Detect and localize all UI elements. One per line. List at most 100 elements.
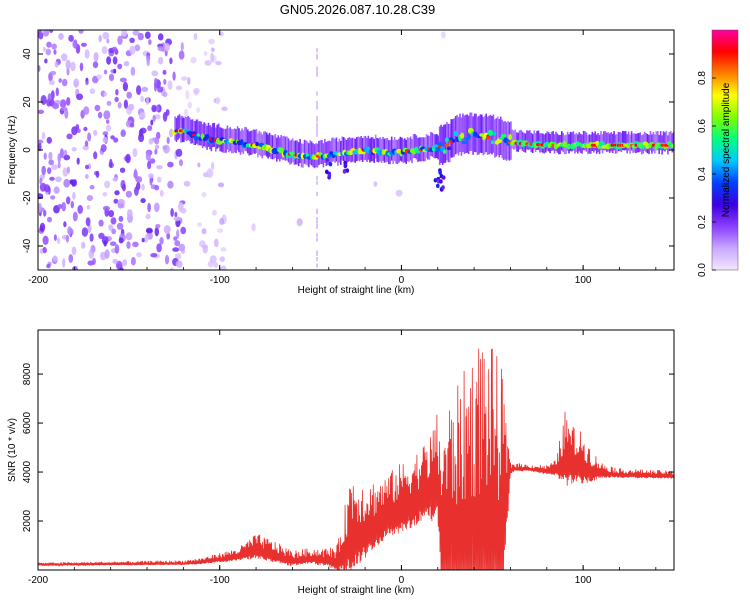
spectrogram-ridge-core <box>508 134 512 141</box>
spectrogram-noise-blob <box>74 81 78 87</box>
spectrogram-stripe-cell <box>316 105 318 110</box>
spectrogram-noise-blob <box>64 108 69 119</box>
spectrogram-ridge-halo <box>639 132 642 152</box>
spectrogram-noise-blob <box>86 205 91 210</box>
spectrogram-noise-blob <box>159 189 164 197</box>
spectrogram-noise-blob <box>118 215 124 222</box>
snr-frame <box>37 329 675 571</box>
spectrogram-noise-blob <box>144 31 151 39</box>
spectrogram-ridge-halo <box>217 123 220 148</box>
spectrogram-noise-blob <box>98 35 102 43</box>
spectrogram-noise-blob <box>106 38 110 44</box>
spectrogram-ridge-halo <box>526 130 528 150</box>
spectrogram-ridge-halo <box>430 132 432 156</box>
spectrogram-ridge-halo <box>600 131 602 151</box>
spectrogram-ridge-halo <box>335 137 338 162</box>
spectrogram-ridge-halo <box>465 114 467 154</box>
spectrogram-noise-blob <box>89 88 96 95</box>
spectrogram-noise-blob <box>116 222 124 230</box>
spectrogram-noise-blob <box>154 148 158 155</box>
spectrogram-noise-blob <box>76 157 80 165</box>
spectrogram-noise-blob <box>70 61 76 72</box>
spectrogram-ridge-halo <box>188 117 191 142</box>
spectrogram-ridge-halo <box>556 133 559 153</box>
spectrogram-ridge-halo <box>283 135 285 160</box>
spectrogram-noise-blob <box>44 58 48 64</box>
spectrogram-ridge-core <box>326 154 332 158</box>
spectrogram-noise-blob <box>196 107 201 113</box>
spectrogram-noise-blob <box>148 138 154 145</box>
spectrogram-noise-blob <box>123 99 128 109</box>
spectrogram-noise-blob <box>70 200 75 209</box>
spectrogram-ridge-halo <box>390 136 393 161</box>
spectrogram-noise-blob <box>193 33 198 41</box>
spectrogram-noise-blob <box>57 161 61 169</box>
spectrogram-noise-blob <box>112 56 118 65</box>
spectrogram-stripe-cell <box>316 115 318 120</box>
spectrogram-noise-blob <box>59 99 67 108</box>
spectrogram-ridge-halo <box>520 129 522 150</box>
spectrogram-ridge-halo <box>252 129 255 154</box>
spectrogram-noise-blob <box>162 145 167 150</box>
spectrogram-noise-blob <box>48 159 54 166</box>
spectrogram-noise-blob <box>180 226 187 235</box>
spectrogram-noise-blob <box>214 238 219 248</box>
spectrogram-noise-blob <box>187 101 193 109</box>
y-tick-label: 0 <box>22 147 33 153</box>
spectrogram-noise-blob <box>141 183 145 191</box>
spectrogram-ridge-halo <box>238 128 240 153</box>
spectrogram-noise-blob <box>176 229 180 239</box>
spectrogram-noise-blob <box>193 88 200 94</box>
spectrogram-noise-blob <box>215 96 220 105</box>
spectrogram-noise-blob <box>62 167 68 177</box>
spectrogram-noise-blob <box>201 191 207 198</box>
spectrogram-noise-blob <box>118 237 124 244</box>
spectrogram-noise-blob <box>110 241 117 246</box>
spectrogram-stripe-cell <box>316 132 318 137</box>
spectrogram-noise-blob <box>167 161 174 168</box>
spectrogram-ridge-halo <box>332 137 335 162</box>
spectrogram-noise-blob <box>62 258 66 268</box>
spectrogram-ridge-halo <box>431 132 434 157</box>
spectrogram-stripe-cell <box>316 118 318 123</box>
x-tick-label: 100 <box>575 575 592 586</box>
spectrogram-noise-blob <box>122 259 128 267</box>
spectrogram-noise-blob <box>114 244 120 254</box>
spectrogram-noise-blob <box>126 209 133 218</box>
spectrogram-ridge-halo <box>331 137 333 162</box>
spectrogram-noise-blob <box>185 90 190 100</box>
spectrogram-noise-blob <box>96 74 102 80</box>
spectrogram-ridge-halo <box>619 132 621 152</box>
spectrogram-ridge-halo <box>518 130 521 150</box>
spectrogram-noise-blob <box>125 190 132 198</box>
spectrogram-noise-blob <box>72 191 76 200</box>
spectrogram-noise-blob <box>39 177 43 185</box>
spectrogram-noise-blob <box>219 31 224 37</box>
spectrogram-ridge-halo <box>649 131 652 151</box>
spectrogram-ridge-halo <box>441 126 444 165</box>
spectrogram-noise-blob <box>130 256 136 266</box>
spectrogram-ridge-halo <box>200 121 203 146</box>
spectrogram-noise-blob <box>148 39 152 45</box>
spectrogram-noise-blob <box>102 32 110 40</box>
spectrogram-noise-blob <box>209 255 217 264</box>
spectrogram-noise-blob <box>102 192 108 197</box>
spectrogram-noise-blob <box>60 106 68 111</box>
spectrogram-noise-blob <box>138 128 144 137</box>
spectrogram-noise-blob <box>111 228 117 235</box>
spectrogram-noise-blob <box>157 86 164 93</box>
spectrogram-ridge-core <box>451 139 456 143</box>
spectrogram-noise-blob <box>55 87 59 97</box>
spectrogram-noise-blob <box>119 267 124 270</box>
spectrogram-dip-blob <box>439 179 443 184</box>
spectrogram-ridge-core <box>255 141 259 147</box>
spectrogram-ridge-halo <box>607 132 610 152</box>
spectrogram-ridge-halo <box>670 131 672 151</box>
spectrogram-ridge-halo <box>449 123 451 163</box>
spectrogram-ridge-halo <box>305 140 307 165</box>
spectrogram-noise-blob <box>181 76 188 81</box>
spectrogram-noise-blob <box>183 180 191 187</box>
snr-y-ticks: 2000 4000 6000 8000 <box>22 363 674 532</box>
colorbar-label: Normalized spectral amplitude <box>721 82 732 217</box>
